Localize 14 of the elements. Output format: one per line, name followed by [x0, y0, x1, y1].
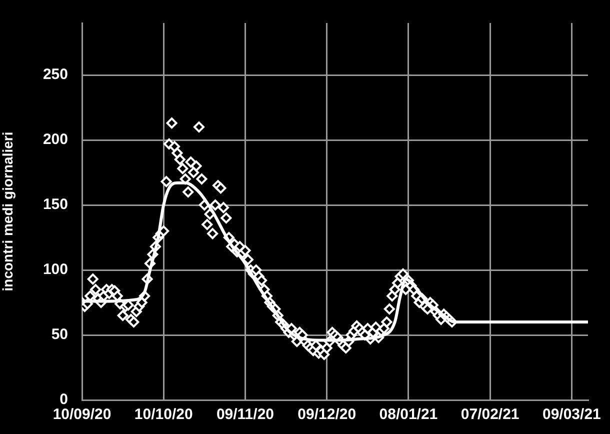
- x-tick-label: 09/03/21: [542, 406, 601, 424]
- x-tick-label: 09/11/20: [216, 406, 274, 424]
- y-tick-label: 100: [42, 261, 68, 278]
- y-tick-label: 50: [51, 326, 68, 344]
- y-tick-label: 200: [42, 131, 68, 148]
- x-tick-label: 10/09/20: [52, 406, 112, 424]
- y-axis-title: incontri medi giornalieri: [0, 132, 16, 292]
- x-tick-label: 09/12/20: [298, 406, 356, 424]
- y-tick-label: 0: [60, 391, 68, 408]
- y-tick-label: 150: [42, 196, 68, 214]
- x-tick-label: 08/01/21: [379, 406, 438, 424]
- x-tick-label: 07/02/21: [460, 406, 520, 424]
- y-tick-label: 250: [42, 66, 68, 84]
- x-tick-label: 10/10/20: [134, 406, 193, 424]
